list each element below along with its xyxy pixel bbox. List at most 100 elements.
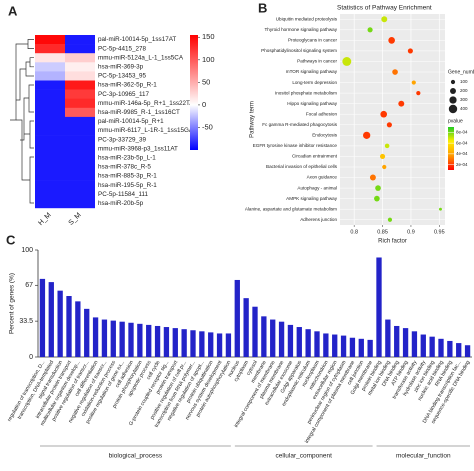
bar	[464, 345, 471, 357]
heatmap-cell	[65, 44, 95, 54]
dot	[416, 91, 421, 96]
heatmap-cell	[65, 144, 95, 154]
y-tick-label: Inositol phosphate metabolism	[275, 90, 337, 95]
row-label: mmu-miR-3968-p3_1ss11AT	[98, 145, 178, 152]
heatmap-cell	[65, 80, 95, 90]
size-legend-dot	[448, 104, 458, 114]
y-tick-label: 100	[21, 247, 33, 254]
dot	[363, 131, 371, 139]
column-label: S_M	[68, 212, 83, 227]
heatmap-cell	[35, 71, 65, 81]
y-tick-label: Pathways in cancer	[297, 59, 337, 64]
bar	[305, 329, 311, 357]
row-label: mmu-miR-6117_L-1R-1_1ss15GA	[98, 127, 194, 134]
color-legend-bar	[448, 127, 454, 170]
dot	[374, 195, 380, 202]
color-legend-label: 6e-04	[456, 140, 468, 145]
y-tick-label: mTOR signaling pathway	[286, 69, 338, 74]
heatmap-cell	[35, 80, 65, 90]
dot	[392, 69, 398, 75]
dot	[398, 100, 405, 107]
y-tick-label: Phosphatidylinositol signaling system	[261, 48, 337, 53]
bar	[208, 332, 214, 357]
dot	[367, 27, 373, 33]
size-legend-label: 100	[460, 79, 468, 84]
dot	[342, 57, 352, 66]
bar	[146, 324, 152, 357]
bar	[349, 337, 356, 357]
heatmap-cell	[35, 53, 65, 63]
bar	[332, 334, 338, 357]
bar	[75, 301, 81, 357]
heatmap-cell	[35, 35, 65, 45]
heatmap-cell	[65, 35, 95, 45]
bar	[367, 339, 373, 357]
bar	[323, 333, 329, 357]
y-tick-label: 67	[25, 282, 33, 289]
bar	[234, 279, 240, 357]
row-label: pal-miR-10014-5p_1ss17AT	[98, 36, 176, 43]
dot	[438, 207, 442, 211]
dot	[380, 110, 388, 118]
bar	[243, 298, 249, 357]
bar	[296, 327, 302, 357]
row-label: PC-5p-11584_111	[98, 191, 149, 198]
dot	[375, 185, 381, 191]
bar	[39, 278, 46, 357]
heatmap-cell	[35, 171, 65, 181]
group-label: cellular_component	[276, 453, 333, 460]
heatmap-cell	[65, 107, 95, 118]
row-label: hsa-miR-20b-5p	[98, 200, 144, 207]
row-label: PC-3p-33729_39	[98, 136, 146, 143]
row-label: PC-5p-13453_95	[98, 73, 146, 80]
x-tick-label: 0.95	[434, 229, 445, 235]
color-legend-label: 8e-04	[456, 130, 468, 135]
dot	[387, 217, 393, 222]
heatmap-cell	[35, 44, 65, 54]
bar	[181, 329, 187, 357]
bar	[128, 322, 134, 357]
dot	[388, 37, 395, 44]
group-label: biological_process	[109, 453, 163, 460]
heatmap-cell	[35, 144, 65, 154]
panel-label: A	[8, 3, 18, 18]
heatmap-cell	[65, 116, 95, 127]
heatmap-cell	[65, 198, 95, 209]
heatmap-cell	[65, 71, 95, 81]
dot	[384, 143, 390, 149]
heatmap-cell	[35, 135, 65, 145]
bar	[278, 321, 285, 357]
y-tick-label: Endocytosis	[312, 133, 337, 138]
heatmap-cell	[65, 153, 95, 163]
bar	[137, 323, 143, 357]
heatmap-cell	[65, 89, 95, 99]
colorbar	[190, 35, 198, 150]
row-label: mmu-miR-146a-5p_R+1_1ss22TA	[98, 100, 194, 107]
bar	[438, 338, 444, 357]
size-legend-label: 400	[460, 106, 468, 111]
y-tick-label: AMPK signaling pathway	[286, 196, 338, 201]
y-axis-label: Pathway term	[250, 101, 256, 138]
dot	[386, 122, 392, 128]
row-label: hsa-miR-23b-5p_L-1	[98, 155, 156, 162]
colorbar-tick-label: 100	[202, 55, 215, 64]
panel-label: C	[6, 232, 16, 247]
bar	[402, 328, 409, 357]
bar	[340, 335, 347, 357]
color-legend-label: 4e-04	[456, 151, 468, 156]
bar	[101, 319, 108, 357]
y-tick-label: Axon guidance	[307, 175, 338, 180]
y-tick-label: Adherens junction	[300, 217, 337, 222]
row-label: pal-miR-10014-5p_R+1	[98, 118, 164, 125]
heatmap-cell	[65, 98, 95, 109]
y-tick-label: Ubiquitin mediated proteolysis	[276, 16, 338, 21]
size-legend-dot	[450, 79, 456, 85]
y-tick-label: EGFR tyrosine kinase inhibitor resistanc…	[253, 143, 338, 148]
heatmap-cell	[65, 189, 95, 200]
colorbar-tick-label: -50	[202, 122, 213, 131]
y-tick-label: Autophagy - animal	[297, 185, 337, 190]
heatmap-cell	[65, 171, 95, 181]
bar	[394, 325, 400, 357]
bar	[270, 319, 276, 357]
